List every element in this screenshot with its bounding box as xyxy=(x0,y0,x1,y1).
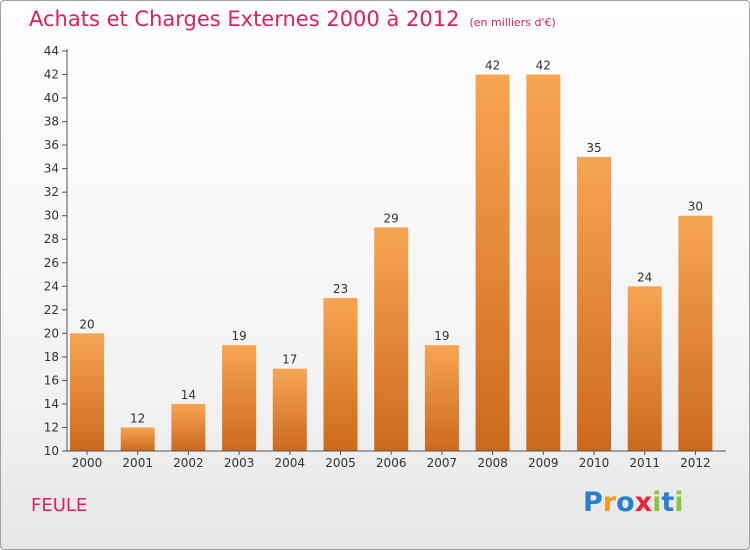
y-tick-label: 34 xyxy=(44,162,59,176)
chart-title-text: Achats et Charges Externes 2000 à 2012 xyxy=(29,7,460,31)
data-label: 23 xyxy=(333,282,348,296)
data-label: 29 xyxy=(384,211,399,225)
logo-letter: i xyxy=(674,487,684,518)
x-tick-label: 2000 xyxy=(72,456,103,470)
y-tick-label: 40 xyxy=(44,91,59,105)
y-tick-label: 38 xyxy=(44,115,59,129)
bar xyxy=(272,368,307,451)
y-tick-label: 24 xyxy=(44,279,59,293)
x-tick-label: 2002 xyxy=(173,456,204,470)
commune-name: FEULE xyxy=(31,495,88,516)
y-tick-label: 20 xyxy=(44,326,59,340)
y-tick-label: 18 xyxy=(44,350,59,364)
logo-letter: o xyxy=(616,487,635,518)
data-label: 24 xyxy=(637,270,652,284)
data-label: 12 xyxy=(130,411,145,425)
x-tick-label: 2004 xyxy=(275,456,306,470)
x-tick-label: 2001 xyxy=(122,456,153,470)
chart-title: Achats et Charges Externes 2000 à 2012 (e… xyxy=(29,7,556,31)
data-label: 17 xyxy=(282,353,297,367)
x-tick-label: 2003 xyxy=(224,456,255,470)
y-tick-label: 44 xyxy=(44,44,59,58)
y-tick-label: 30 xyxy=(44,209,59,223)
data-label: 42 xyxy=(485,59,500,73)
y-tick-label: 36 xyxy=(44,138,59,152)
y-tick-label: 16 xyxy=(44,373,59,387)
y-tick-label: 42 xyxy=(44,68,59,82)
bars xyxy=(70,74,713,451)
x-tick-label: 2010 xyxy=(579,456,610,470)
y-tick-label: 32 xyxy=(44,185,59,199)
y-tick-label: 14 xyxy=(44,397,59,411)
x-axis: 2000 2001 2002 2003 2004 2005 2006 2007 2008 2009… xyxy=(67,450,726,470)
logo-letter: t xyxy=(661,487,675,518)
bar xyxy=(526,74,561,451)
y-axis: 10 12 14 16 18 20 22 24 26 28 30 32 34 36 38 40 42 44 xyxy=(44,44,68,458)
bar xyxy=(120,427,155,451)
x-tick-label: 2009 xyxy=(528,456,559,470)
x-tick-label: 2006 xyxy=(376,456,407,470)
bar xyxy=(475,74,510,451)
data-label: 42 xyxy=(536,59,551,73)
logo-letter: x xyxy=(634,487,653,518)
logo-letter: r xyxy=(602,487,617,518)
data-label: 20 xyxy=(79,317,94,331)
y-tick-label: 10 xyxy=(44,444,59,458)
chart-subtitle: (en milliers d'€) xyxy=(469,16,556,29)
proxiti-logo: Proxiti xyxy=(583,487,684,518)
data-labels: 20 12 14 19 17 23 29 19 42 42 35 24 30 xyxy=(79,59,703,426)
bar xyxy=(374,227,409,451)
y-tick-label: 26 xyxy=(44,256,59,270)
data-label: 35 xyxy=(586,141,601,155)
x-tick-label: 2012 xyxy=(680,456,711,470)
bar xyxy=(678,215,713,451)
x-tick-label: 2011 xyxy=(629,456,660,470)
bar xyxy=(627,286,662,451)
bar xyxy=(171,403,206,451)
bar xyxy=(323,298,358,451)
data-label: 14 xyxy=(181,388,196,402)
bar xyxy=(424,345,459,451)
x-tick-label: 2005 xyxy=(325,456,356,470)
y-tick-label: 12 xyxy=(44,420,59,434)
bar xyxy=(222,345,257,451)
y-tick-label: 22 xyxy=(44,303,59,317)
logo-letter: i xyxy=(652,487,662,518)
logo-letter: P xyxy=(583,487,603,518)
bar xyxy=(577,156,611,451)
data-label: 30 xyxy=(688,200,703,214)
y-tick-label: 28 xyxy=(44,232,59,246)
x-tick-label: 2007 xyxy=(427,456,458,470)
data-label: 19 xyxy=(434,329,449,343)
data-label: 19 xyxy=(231,329,246,343)
bar xyxy=(70,333,104,451)
x-tick-label: 2008 xyxy=(477,456,508,470)
